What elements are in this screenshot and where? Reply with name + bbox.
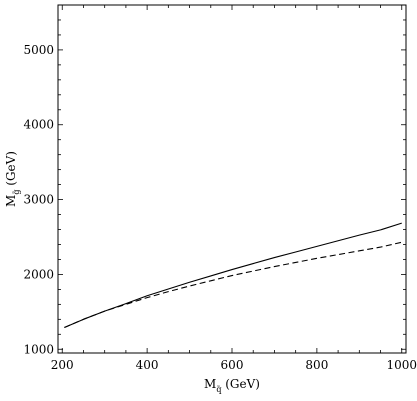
x-tick-label: 200 [51,358,74,372]
y-tick-label: 5000 [23,43,54,57]
y-tick-label: 3000 [23,193,54,207]
plot-frame [57,4,407,354]
x-tick-label: 600 [221,358,244,372]
y-tick-label: 2000 [23,267,54,281]
x-axis-label: Mq̃ (GeV) [204,377,260,394]
y-tick-label: 4000 [23,118,54,132]
x-tick-label: 800 [305,358,328,372]
x-tick-label: 400 [136,358,159,372]
series-layer [64,222,402,329]
x-axis-ticks: 200 400 600 800 1000 [51,5,417,372]
series-line-dashed [64,241,402,329]
x-tick-label: 1000 [386,358,417,372]
y-tick-label: 1000 [23,342,54,356]
y-axis-ticks: 1000 2000 3000 4000 5000 [23,4,406,356]
y-axis-label: Mg̃ (GeV) [4,151,21,207]
